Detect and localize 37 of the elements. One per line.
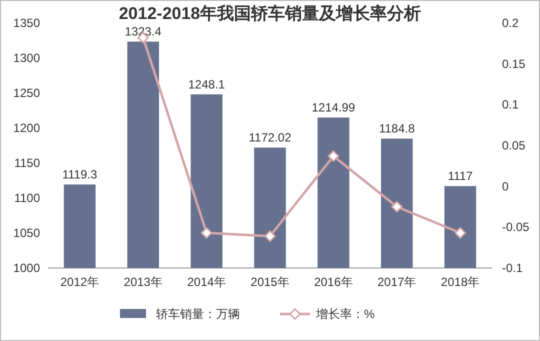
y-tick-label: 1150 (14, 156, 40, 170)
point (391, 201, 403, 212)
x-tick-label: 2013年 (124, 275, 162, 289)
y-tick-label: 1050 (13, 226, 40, 240)
y-tick-label: 1000 (13, 261, 40, 275)
y-tick-label: 1250 (13, 86, 40, 100)
y2-tick-label: 0.05 (502, 138, 526, 152)
y-tick-label: 1200 (13, 121, 40, 135)
data-label: 1323.4 (124, 24, 162, 39)
y-tick-label: 1350 (13, 16, 40, 30)
y-tick-label: 1100 (14, 191, 40, 205)
legend-label: 增长率：% (315, 307, 375, 321)
y2-tick-label: -0.1 (502, 261, 524, 275)
data-label: 1184.8 (378, 122, 416, 136)
y2-tick-label: 0.2 (502, 16, 520, 30)
x-tick-label: 2018年 (440, 275, 480, 289)
y2-tick-label: 0.15 (502, 56, 526, 71)
y2-tick-label: -0.05 (502, 220, 530, 234)
data-label: 1117 (448, 169, 474, 184)
legend-label: 轿车销量：万辆 (156, 307, 240, 321)
data-label: 1172.02 (248, 130, 292, 145)
point (200, 227, 212, 239)
data-label: 1248.1 (188, 77, 226, 92)
x-tick-label: 2014年 (187, 275, 226, 289)
x-tick-label: 2017年 (378, 275, 416, 289)
y-tick-label: 1300 (13, 51, 40, 65)
chart-title: 2012-2018年我国轿车销量及增长率分析 (118, 4, 422, 23)
point (454, 227, 466, 239)
x-tick-label: 2015年 (250, 275, 290, 289)
data-label: 1119.3 (62, 167, 98, 182)
x-tick-label: 2016年 (314, 275, 353, 289)
point (328, 150, 340, 162)
y2-tick-label: 0 (502, 179, 509, 194)
x-tick-label: 2012年 (60, 275, 100, 289)
point (264, 230, 276, 242)
data-label: 1214.99 (312, 100, 356, 115)
y2-tick-label: 0.1 (502, 98, 520, 112)
